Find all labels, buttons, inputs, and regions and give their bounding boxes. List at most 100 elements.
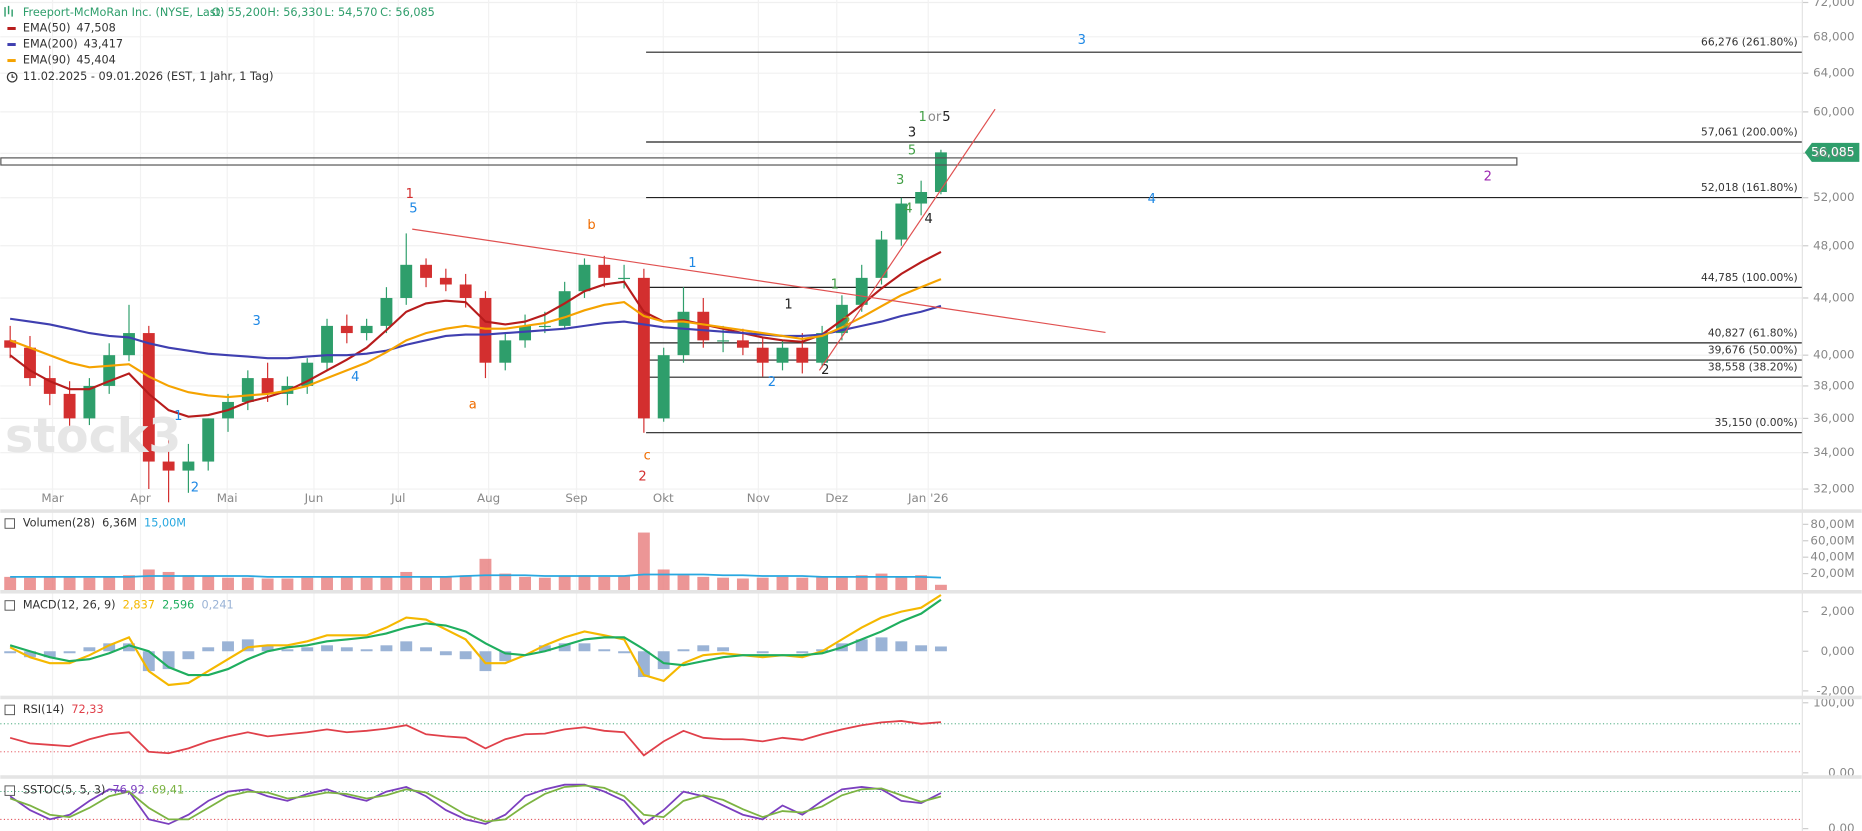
wave-label: c — [644, 448, 651, 463]
volume-bar — [241, 577, 254, 591]
fib-label: 38,558 (38.20%) — [1708, 361, 1798, 374]
wave-label: 1 — [174, 409, 182, 424]
wave-label: 4 — [904, 201, 912, 216]
candle-body — [43, 378, 56, 394]
ohlc: O: 55,200 — [212, 6, 267, 19]
volume-bar — [301, 577, 314, 591]
y-tick-label: 60,00M — [1810, 533, 1854, 547]
wave-label: 3 — [253, 314, 261, 329]
legend-value: 15,00M — [144, 517, 186, 530]
histogram-bar — [934, 646, 947, 652]
candle-body — [301, 362, 314, 386]
clock-icon — [6, 71, 18, 83]
histogram-bar — [697, 645, 710, 652]
candle-body — [182, 461, 195, 471]
icon — [4, 5, 13, 17]
volume-bar — [281, 578, 294, 591]
highlight-box — [0, 157, 1518, 166]
volume-bar — [4, 576, 17, 591]
candle-body — [459, 284, 472, 298]
legend-icon — [4, 785, 16, 796]
panel-title: Volumen(28) — [23, 517, 95, 530]
fib-label: 35,150 (0.00%) — [1715, 416, 1798, 429]
x-tick-label: Apr — [130, 491, 151, 505]
histogram-bar — [915, 645, 928, 652]
wave-label: 4 — [351, 370, 359, 385]
y-tick-label: 2,000 — [1821, 604, 1855, 618]
histogram-bar — [63, 651, 76, 654]
x-tick-label: Aug — [477, 491, 500, 505]
volume-bar — [261, 578, 274, 591]
y-tick-label: 38,000 — [1813, 378, 1855, 392]
candle-body — [776, 347, 789, 363]
grid-layer — [0, 0, 1809, 831]
volume-bar — [400, 571, 413, 591]
volume-bar — [340, 576, 353, 591]
y-tick-label: 52,000 — [1813, 190, 1855, 204]
wave-label: 4 — [1148, 192, 1156, 207]
fib-label: 66,276 (261.80%) — [1701, 36, 1798, 49]
y-tick-label: 72,000 — [1813, 0, 1855, 9]
candle-body — [796, 347, 809, 363]
volume-bar — [578, 575, 591, 591]
volume-bar — [835, 576, 848, 591]
panel-separator — [0, 775, 1862, 779]
y-tick-label: -2,000 — [1816, 683, 1854, 697]
volume-bar — [83, 577, 96, 591]
volume-bar — [103, 576, 116, 591]
y-tick-label: 40,00M — [1810, 550, 1854, 564]
fib-label: 52,018 (161.80%) — [1701, 181, 1798, 194]
legend-value: 0,241 — [201, 598, 233, 611]
volume-bar — [182, 575, 195, 591]
legend-value: 45,404 — [76, 54, 115, 67]
candle-body — [162, 461, 175, 471]
wave-label: 5 — [942, 110, 950, 125]
candle-body — [618, 277, 631, 280]
legend-value: 76,92 — [113, 784, 145, 797]
wave-label: or — [928, 110, 942, 125]
wave-label: 1 — [831, 277, 839, 292]
histogram-bar — [400, 641, 413, 652]
date-range: 11.02.2025 - 09.01.2026 (EST, 1 Jahr, 1 … — [23, 70, 274, 83]
panel-separator — [0, 509, 1862, 513]
wave-label: 1 — [784, 298, 792, 313]
fib-label: 39,676 (50.00%) — [1708, 344, 1798, 357]
candle-body — [756, 347, 769, 363]
ohlc: L: 54,570 — [324, 6, 377, 19]
indicator-line — [9, 720, 942, 757]
wave-label: 2 — [1484, 169, 1492, 184]
x-tick-label: Mai — [217, 491, 238, 505]
histogram-bar — [598, 649, 611, 652]
histogram-bar — [43, 651, 56, 658]
wave-label: 3 — [1078, 33, 1086, 48]
volume-bar — [24, 577, 36, 591]
header: Freeport-McMoRan Inc. (NYSE, Last) O: 55… — [4, 5, 435, 83]
ohlc: C: 56,085 — [380, 6, 435, 19]
price-tag-label: 56,085 — [1811, 144, 1855, 159]
candle-body — [4, 340, 17, 348]
candle-body — [420, 264, 432, 278]
histogram-bar — [459, 651, 472, 660]
text-layer: 32,00034,00036,00038,00040,00044,00048,0… — [4, 0, 1855, 831]
wave-label: 2 — [191, 480, 199, 495]
histogram-bar — [142, 651, 155, 672]
volume-bar — [895, 576, 908, 591]
wave-label: a — [469, 397, 477, 412]
y-tick-label: 44,000 — [1813, 290, 1855, 304]
candle-body — [24, 347, 36, 379]
candle-body — [202, 418, 215, 462]
histogram-bar — [538, 645, 551, 652]
legend-name: EMA(50) — [23, 21, 71, 34]
histogram-bar — [875, 637, 888, 652]
volume-bar — [598, 576, 611, 591]
wave-label: 4 — [924, 212, 932, 227]
volume-bar — [677, 575, 690, 591]
candle-body — [578, 264, 591, 292]
volume-average — [10, 573, 942, 579]
volume-bar — [736, 578, 749, 591]
candle-body — [915, 192, 928, 204]
volume-bar — [697, 576, 710, 591]
histogram-bar — [657, 651, 670, 670]
y-tick-label: 60,000 — [1813, 104, 1855, 118]
